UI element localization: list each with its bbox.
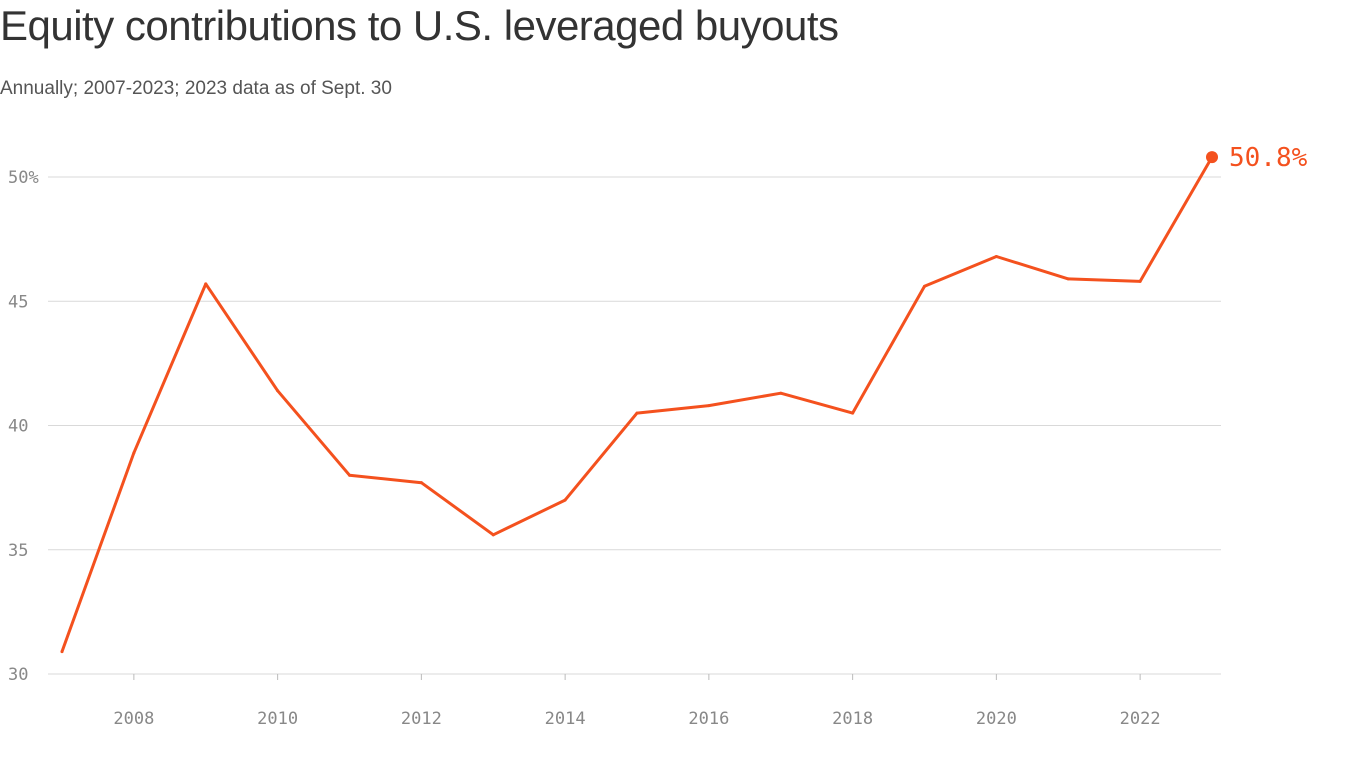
gridlines [48,176,1221,675]
x-tick-label: 2010 [257,709,298,729]
y-tick-label: 45 [8,292,28,312]
data-points [60,155,1214,654]
x-tick-label: 2012 [401,709,442,729]
series-line [60,155,1214,654]
data-point [348,473,351,477]
y-tick-label: 50% [8,168,39,188]
y-tick-label: 30 [8,665,28,685]
data-point [635,411,639,415]
x-tick-label: 2008 [113,709,154,729]
chart-subtitle: Annually; 2007-2023; 2023 data as of Sep… [0,78,392,99]
x-axis-ticks: 2008 2010 2012 2014 2016 2018 2020 2022 [113,674,1161,729]
y-tick-label: 40 [8,417,28,437]
end-point-marker [1206,151,1218,164]
data-point [779,391,783,395]
chart-title: Equity contributions to U.S. leveraged b… [0,2,839,49]
data-point [563,498,567,502]
x-tick-label: 2016 [688,709,729,729]
x-tick-label: 2022 [1120,709,1161,729]
data-point [994,255,998,259]
data-point [923,284,926,288]
data-point [1066,277,1070,281]
end-value-label: 50.8% [1229,143,1308,173]
data-point [132,451,136,455]
data-point [276,389,280,393]
data-point [1138,279,1142,283]
y-tick-label: 35 [8,541,28,561]
x-tick-label: 2014 [545,709,586,729]
data-point [60,650,64,654]
x-tick-label: 2020 [976,709,1017,729]
data-point [491,533,495,537]
y-axis-ticks: 30 35 40 45 50% [8,168,39,685]
data-point [707,404,711,408]
data-point [851,411,855,415]
data-point [204,282,208,286]
data-point [419,481,423,485]
x-tick-label: 2018 [832,709,873,729]
